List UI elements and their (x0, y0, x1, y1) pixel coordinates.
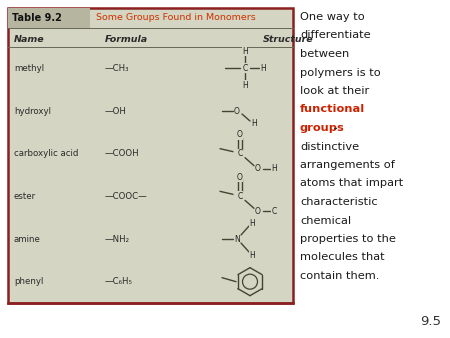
Text: C: C (238, 192, 243, 201)
Text: H: H (251, 120, 257, 128)
Text: ester: ester (14, 192, 36, 201)
Text: H: H (249, 250, 255, 260)
Text: —C₆H₅: —C₆H₅ (105, 277, 133, 286)
Text: differentiate: differentiate (300, 30, 371, 41)
Text: —NH₂: —NH₂ (105, 235, 130, 243)
Bar (8, 8, 293, 303)
Text: Formula: Formula (105, 34, 148, 44)
Text: properties to the: properties to the (300, 234, 396, 244)
Text: C: C (243, 64, 248, 73)
Text: —COOH: —COOH (105, 149, 140, 158)
Text: amine: amine (14, 235, 41, 243)
Text: polymers is to: polymers is to (300, 68, 381, 77)
Text: O: O (237, 173, 243, 182)
Text: O: O (234, 106, 240, 116)
Text: distinctive: distinctive (300, 142, 359, 151)
Text: chemical: chemical (300, 216, 351, 225)
Text: methyl: methyl (14, 64, 44, 73)
Text: between: between (300, 49, 349, 59)
Text: contain them.: contain them. (300, 271, 379, 281)
Text: functional: functional (300, 104, 365, 115)
Text: One way to: One way to (300, 12, 369, 22)
Text: —OH: —OH (105, 106, 127, 116)
Text: H: H (260, 64, 266, 73)
Text: H: H (242, 81, 248, 90)
Text: —COOC—: —COOC— (105, 192, 148, 201)
Bar (8, 8, 90, 28)
Text: 9.5: 9.5 (420, 315, 441, 328)
Text: C: C (271, 207, 277, 216)
Text: hydroxyl: hydroxyl (14, 106, 51, 116)
Text: H: H (271, 164, 277, 173)
Text: characteristic: characteristic (300, 197, 378, 207)
Text: atoms that impart: atoms that impart (300, 178, 403, 189)
Text: Structure: Structure (263, 34, 314, 44)
Text: Table 9.2: Table 9.2 (12, 13, 62, 23)
Text: O: O (237, 130, 243, 139)
Text: look at their: look at their (300, 86, 373, 96)
Text: Name: Name (14, 34, 45, 44)
Text: H: H (249, 218, 255, 227)
Text: groups: groups (300, 123, 345, 133)
Text: O: O (255, 207, 261, 216)
Text: H: H (242, 47, 248, 56)
Text: carboxylic acid: carboxylic acid (14, 149, 78, 158)
Text: molecules that: molecules that (300, 252, 385, 263)
Text: N: N (234, 235, 240, 243)
Text: C: C (238, 149, 243, 158)
Text: -: - (330, 123, 338, 133)
Text: Some Groups Found in Monomers: Some Groups Found in Monomers (96, 14, 256, 23)
Text: arrangements of: arrangements of (300, 160, 395, 170)
Text: O: O (255, 164, 261, 173)
Text: phenyl: phenyl (14, 277, 43, 286)
Text: —CH₃: —CH₃ (105, 64, 130, 73)
